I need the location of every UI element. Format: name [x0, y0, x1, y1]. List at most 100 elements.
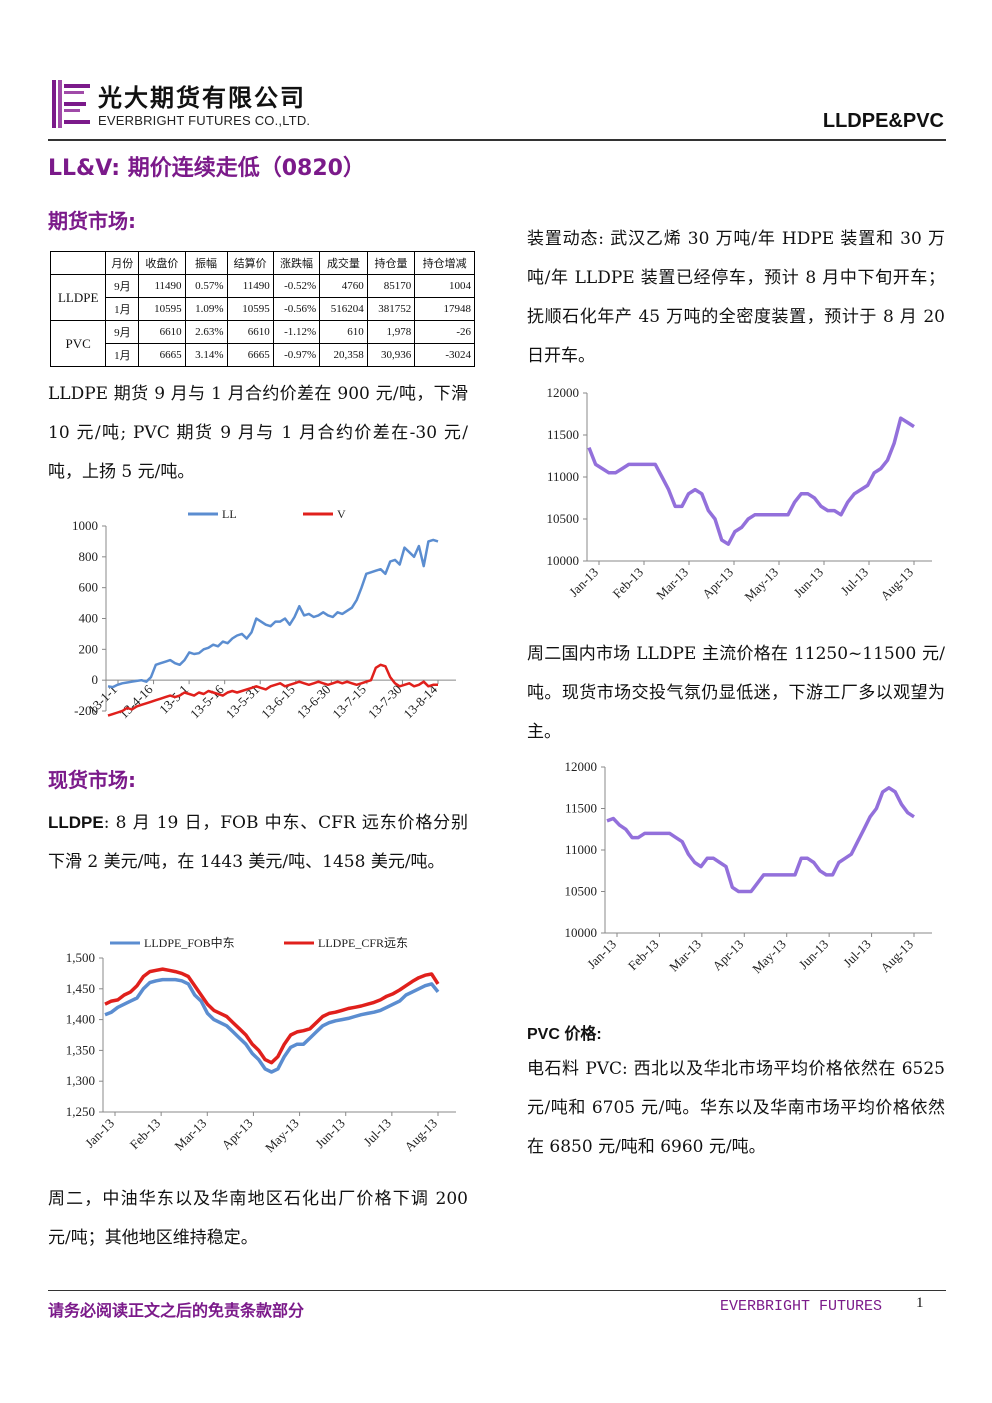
table-header-cell	[49, 251, 107, 275]
y-tick-label: 11500	[547, 427, 579, 442]
x-tick-label: Mar-13	[666, 937, 704, 975]
section-title-futures: 期货市场:	[48, 209, 136, 233]
table-cell: -0.97%	[272, 343, 321, 367]
table-cell: 1004	[414, 274, 475, 298]
table-cell: 10595	[138, 297, 186, 321]
y-tick-label: 11500	[565, 801, 597, 816]
paragraph-pvc-price: 电石料 PVC: 西北以及华北市场平均价格依然在 6525 元/吨和 6705 …	[527, 1059, 945, 1157]
x-tick-label: Jan-13	[584, 937, 619, 972]
x-tick-label: Aug-13	[877, 565, 916, 604]
table-cell: 3.14%	[184, 343, 228, 367]
product-cell-lldpe: LLDPE	[49, 274, 107, 321]
table-cell: 6610	[226, 320, 274, 344]
y-tick-label: -200	[74, 703, 98, 718]
x-tick-label: May-13	[262, 1116, 302, 1156]
lldpe-fob-cfr-chart: 1,250 1,300 1,350 1,400 1,450 1,500 Jan-13 Feb-…	[66, 935, 456, 1156]
paragraph-spread: LLDPE 期货 9 月与 1 月合约价差在 900 元/吨，下滑 10 元/吨…	[48, 384, 468, 482]
table-cell: 85170	[366, 274, 416, 298]
x-tick-label: Mar-13	[171, 1116, 209, 1154]
table-cell: 9月	[105, 320, 140, 344]
y-tick-label: 1,350	[66, 1042, 95, 1057]
table-header-cell: 持仓增减	[414, 251, 475, 275]
y-tick-label: 10000	[565, 925, 598, 940]
table-header-cell: 成交量	[319, 251, 368, 275]
footer-brand: EVERBRIGHT FUTURES	[720, 1298, 883, 1315]
paragraph-device-status: 装置动态: 武汉乙烯 30 万吨/年 HDPE 装置和 30 万吨/年 LLDP…	[527, 229, 945, 366]
x-tick-label: Aug-13	[401, 1116, 440, 1155]
table-cell: 6610	[138, 320, 186, 344]
x-tick-label: Mar-13	[653, 565, 691, 603]
x-tick-label: Jul-13	[360, 1116, 394, 1150]
y-tick-label: 1,500	[66, 950, 95, 965]
table-row: PVC 9月 6610 2.63% 6610 -1.12% 610 1,978 …	[49, 320, 475, 367]
company-name-cn: 光大期货有限公司	[98, 84, 306, 112]
x-tick-label: Apr-13	[219, 1116, 256, 1153]
table-header-cell: 结算价	[226, 251, 274, 275]
y-tick-label: 1,400	[66, 1012, 95, 1027]
header-product-label: LLDPE&PVC	[822, 110, 944, 132]
series-line	[587, 416, 915, 546]
table-cell: -3024	[414, 343, 475, 367]
x-tick-label: Jul-13	[840, 937, 874, 971]
series-line	[104, 977, 440, 1074]
table-cell: 9月	[105, 274, 140, 298]
table-cell: -0.52%	[272, 274, 321, 298]
legend-label: LL	[222, 507, 237, 521]
x-tick-label: Feb-13	[625, 937, 662, 974]
company-logo-icon	[52, 80, 90, 128]
y-tick-label: 11000	[565, 842, 597, 857]
table-cell: 1,978	[366, 320, 416, 344]
x-tick-label: Apr-13	[709, 937, 746, 974]
paragraph-sinopec: 周二，中油华东以及华南地区石化出厂价格下调 200 元/吨；其他地区维持稳定。	[48, 1189, 468, 1248]
table-cell: 516204	[319, 297, 368, 321]
x-tick-label: Feb-13	[127, 1116, 164, 1153]
x-tick-label: 13-8-14	[400, 681, 440, 721]
x-tick-label: Feb-13	[609, 565, 646, 602]
y-tick-label: 10500	[547, 511, 580, 526]
table-cell: -1.12%	[272, 320, 321, 344]
lldpe-spot-label: LLDPE	[48, 813, 104, 832]
table-cell: 11490	[226, 274, 274, 298]
x-tick-label: Apr-13	[699, 565, 736, 602]
table-cell: 0.57%	[184, 274, 228, 298]
y-tick-label: 0	[92, 672, 99, 687]
y-tick-label: 800	[79, 549, 99, 564]
table-header-cell: 振幅	[184, 251, 228, 275]
paragraph-domestic-market: 周二国内市场 LLDPE 主流价格在 11250~11500 元/吨。现货市场交…	[527, 644, 945, 742]
table-cell: 6665	[138, 343, 186, 367]
table-cell: -26	[414, 320, 475, 344]
x-tick-label: Jan-13	[566, 565, 601, 600]
table-cell: 20,358	[319, 343, 368, 367]
series-line	[606, 786, 915, 894]
table-cell: 10595	[226, 297, 274, 321]
table-header-cell: 月份	[105, 251, 140, 275]
y-tick-label: 600	[79, 580, 99, 595]
x-tick-label: Jun-13	[796, 937, 832, 973]
company-name-en: EVERBRIGHT FUTURES CO.,LTD.	[98, 113, 311, 128]
table-cell: 17948	[414, 297, 475, 321]
table-cell: 1月	[105, 343, 140, 367]
y-tick-label: 12000	[565, 759, 598, 774]
x-tick-label: 13-6-30	[294, 682, 334, 722]
x-tick-label: Aug-13	[877, 937, 916, 976]
y-tick-label: 1,450	[66, 981, 95, 996]
report-title: LL&V: 期价连续走低（0820）	[48, 156, 365, 181]
series-line	[107, 538, 439, 689]
table-cell: -0.56%	[272, 297, 321, 321]
table-cell: 381752	[366, 297, 416, 321]
y-tick-label: 1,250	[66, 1104, 95, 1119]
table-cell: 2.63%	[184, 320, 228, 344]
table-header-cell: 持仓量	[366, 251, 416, 275]
footer-divider	[48, 1290, 946, 1291]
table-cell: 610	[319, 320, 368, 344]
table-row: 1月 6665 3.14% 6665 -0.97% 20,358 30,936 …	[51, 343, 475, 367]
y-tick-label: 1,300	[66, 1073, 95, 1088]
legend-label: LLDPE_FOB中东	[144, 935, 235, 950]
y-tick-label: 10500	[565, 884, 598, 899]
table-header-cell: 涨跌幅	[272, 251, 321, 275]
header-divider	[48, 139, 946, 141]
x-tick-label: Jun-13	[312, 1116, 348, 1152]
page-number: 1	[916, 1295, 924, 1311]
x-tick-label: May-13	[749, 937, 789, 977]
